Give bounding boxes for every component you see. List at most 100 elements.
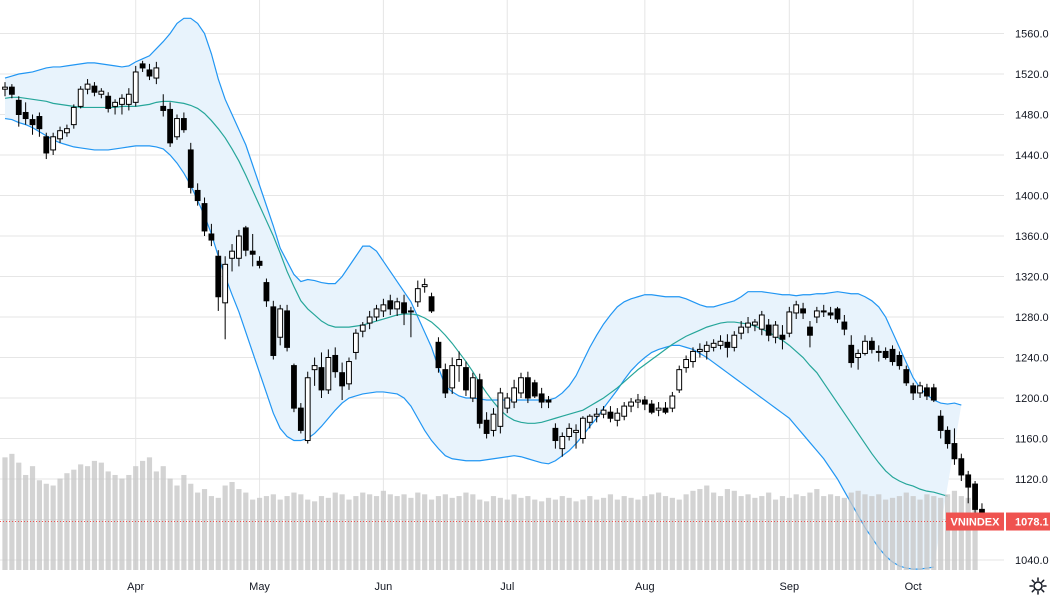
volume-bar [545, 497, 552, 570]
volume-bar [828, 494, 834, 570]
candle-down [208, 233, 215, 241]
volume-bar [140, 460, 146, 570]
volume-bar [917, 499, 923, 570]
volume-bar [428, 499, 435, 570]
volume-bar [50, 485, 56, 570]
candle-down [903, 369, 910, 384]
y-tick-label: 1120.0 [1015, 474, 1048, 486]
volume-bar [965, 497, 971, 570]
volume-bar [834, 496, 841, 570]
volume-bar [153, 471, 159, 570]
volume-bar [408, 497, 414, 570]
candle-up [57, 130, 63, 140]
candle-down [139, 63, 146, 69]
volume-bar [910, 496, 916, 570]
candle-down [889, 348, 896, 363]
volume-bar [146, 457, 153, 570]
volume-bar [422, 494, 428, 570]
y-tick-label: 1520.0 [1015, 69, 1049, 81]
y-tick-label: 1040.0 [1015, 555, 1049, 567]
volume-bar [731, 490, 737, 570]
y-tick-label: 1480.0 [1015, 110, 1049, 122]
candle-down [965, 474, 972, 488]
candle-up [504, 397, 511, 409]
candle-up [813, 310, 820, 318]
candle-up [456, 359, 462, 367]
candle-down [318, 367, 325, 391]
candle-up [628, 401, 634, 407]
volume-bar [243, 492, 249, 570]
volume-bar [305, 499, 311, 570]
candle-down [332, 354, 339, 373]
volume-bar [463, 492, 469, 570]
symbol-badge [946, 512, 1004, 531]
candle-down [242, 227, 249, 251]
candle-up [793, 304, 800, 314]
candle-up [408, 310, 414, 313]
candle-up [311, 365, 318, 371]
volume-bar [442, 494, 448, 570]
volume-bar [270, 494, 276, 570]
candle-up [2, 86, 8, 90]
volume-bar [201, 489, 208, 570]
volume-bar [793, 494, 799, 570]
candle-down [834, 308, 841, 320]
candle-up [153, 67, 160, 79]
candle-up [580, 417, 586, 439]
volume-bar [23, 474, 29, 570]
candle-up [758, 314, 765, 330]
candle-down [22, 111, 29, 120]
candle-up [112, 101, 118, 107]
candle-down [896, 354, 903, 367]
volume-bar [566, 497, 572, 570]
y-tick-label: 1160.0 [1015, 434, 1048, 446]
volume-bar [401, 494, 407, 570]
y-tick-label: 1200.0 [1015, 393, 1049, 405]
volume-bar [532, 499, 538, 570]
candle-up [862, 340, 868, 354]
volume-bar [649, 494, 655, 570]
candle-up [373, 308, 380, 318]
volume-bar [181, 474, 187, 570]
candle-up [676, 369, 683, 391]
volume-bar [353, 496, 359, 570]
volume-bar [332, 492, 338, 570]
volume-bar [91, 460, 98, 570]
candle-down [476, 379, 483, 424]
candle-up [683, 359, 690, 369]
candle-up [573, 429, 579, 433]
candle-up [710, 342, 717, 348]
volume-bar [559, 496, 565, 570]
x-tick-label: Aug [635, 581, 655, 593]
volume-bar [339, 494, 345, 570]
volume-bar [938, 497, 944, 570]
volume-bar [497, 497, 503, 570]
gear-icon[interactable] [1028, 576, 1048, 596]
candle-up [421, 284, 428, 288]
candle-down [215, 255, 222, 298]
candle-up [566, 427, 573, 437]
candle-up [614, 412, 621, 421]
volume-bar [883, 499, 889, 570]
candle-down [848, 344, 855, 364]
volume-bar [277, 499, 283, 570]
volume-bar [36, 480, 42, 570]
volume-bar [821, 496, 827, 570]
candle-down [662, 407, 669, 413]
candle-down [827, 312, 834, 316]
volume-bar [415, 492, 421, 570]
candle-down [951, 443, 958, 460]
volume-bar [43, 483, 49, 570]
candle-down [641, 399, 648, 405]
volume-bar [236, 489, 242, 570]
volume-bar [215, 497, 221, 570]
volume-bar [594, 499, 600, 570]
volume-bar [525, 496, 531, 570]
candle-up [772, 324, 779, 338]
candle-down [256, 260, 263, 266]
x-tick-label: Apr [127, 581, 144, 593]
candle-up [84, 83, 91, 90]
candle-down [291, 365, 297, 409]
symbol-label: VNINDEX [951, 517, 1001, 529]
